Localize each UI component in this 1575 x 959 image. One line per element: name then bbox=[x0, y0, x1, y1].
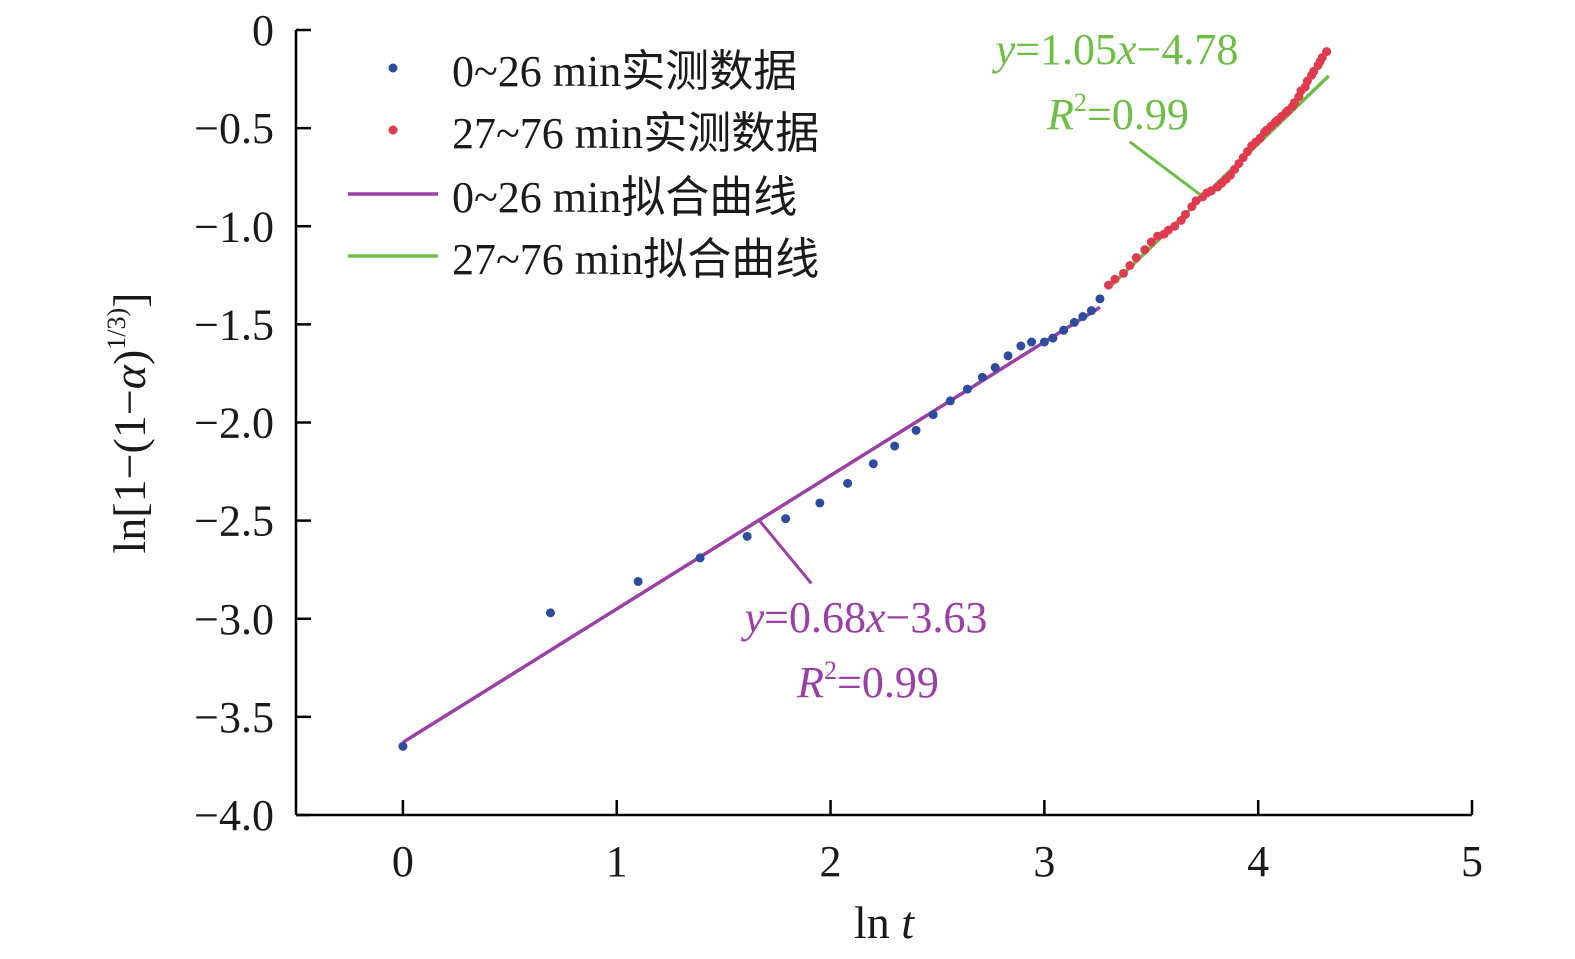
legend-marker bbox=[388, 125, 398, 135]
data-point-series-0 bbox=[1027, 337, 1037, 347]
y-axis-label-text: ln[1−(1− bbox=[104, 389, 155, 553]
y-tick-label: −3.5 bbox=[194, 693, 274, 742]
x-tick-label: 4 bbox=[1247, 837, 1269, 886]
y-axis-label-bracket: ] bbox=[104, 292, 155, 307]
fit-equation-x: x bbox=[1116, 25, 1137, 74]
data-point-series-0 bbox=[1003, 351, 1013, 361]
fit-r-var: R bbox=[1046, 90, 1074, 139]
fit-r-value: =0.99 bbox=[837, 658, 939, 707]
data-point-series-1 bbox=[1170, 221, 1180, 231]
data-point-series-1 bbox=[1110, 274, 1120, 284]
fit-equation-x: x bbox=[865, 593, 886, 642]
data-point-series-0 bbox=[1078, 312, 1088, 322]
y-tick-label: −4.0 bbox=[194, 791, 274, 840]
data-point-series-1 bbox=[1322, 47, 1332, 57]
fit-r-var: R bbox=[796, 658, 824, 707]
data-point-series-0 bbox=[1069, 317, 1079, 327]
y-tick-label: −2.5 bbox=[194, 497, 274, 546]
y-tick-label: 0 bbox=[252, 6, 274, 55]
data-point-series-0 bbox=[633, 576, 643, 586]
legend-label: 27~76 min拟合曲线 bbox=[452, 235, 819, 284]
data-point-series-1 bbox=[1118, 268, 1128, 278]
data-point-series-0 bbox=[890, 441, 900, 451]
x-axis-label: ln t bbox=[854, 897, 915, 948]
fit-equation-slope: =0.68 bbox=[764, 593, 866, 642]
data-point-series-0 bbox=[1039, 337, 1049, 347]
fit-r-squared: R2=0.99 bbox=[796, 656, 939, 707]
x-axis-label-var: t bbox=[901, 897, 915, 948]
leader-line bbox=[756, 517, 813, 585]
fit-r-exponent: 2 bbox=[824, 656, 837, 685]
data-point-series-0 bbox=[1048, 333, 1058, 343]
x-tick-label: 0 bbox=[392, 837, 414, 886]
legend-marker bbox=[388, 63, 398, 73]
fit-r-squared: R2=0.99 bbox=[1046, 88, 1189, 139]
y-tick-label: −3.0 bbox=[194, 595, 274, 644]
data-point-series-0 bbox=[945, 396, 955, 406]
leader-line bbox=[1128, 140, 1202, 197]
y-axis-label-alpha: α bbox=[104, 364, 155, 389]
data-point-series-1 bbox=[1125, 261, 1135, 270]
data-point-series-0 bbox=[1095, 294, 1105, 304]
fit-r-exponent: 2 bbox=[1074, 88, 1087, 117]
fit-equation-slope: =1.05 bbox=[1015, 25, 1117, 74]
data-point-series-0 bbox=[781, 514, 791, 524]
data-point-series-0 bbox=[928, 410, 938, 420]
y-tick-label: −0.5 bbox=[194, 104, 274, 153]
data-point-series-0 bbox=[742, 531, 752, 541]
x-tick-label: 3 bbox=[1033, 837, 1055, 886]
y-tick-label: −2.0 bbox=[194, 399, 274, 448]
x-tick-label: 2 bbox=[820, 837, 842, 886]
chart-marks bbox=[398, 47, 1332, 751]
data-point-series-0 bbox=[1086, 306, 1096, 316]
data-point-series-0 bbox=[911, 425, 921, 435]
data-point-series-0 bbox=[695, 553, 705, 563]
data-point-series-1 bbox=[1146, 237, 1156, 247]
fit-equation: y=0.68x−3.63 bbox=[741, 593, 988, 642]
axes: 0 1 2 3 4 5 0 −0.5 −1.0 −1.5 −2.0 −2.5 −3.0 −3.5 −4.0 l… bbox=[102, 6, 1483, 948]
legend-label: 0~26 min拟合曲线 bbox=[452, 173, 797, 222]
data-point-series-1 bbox=[1140, 245, 1150, 255]
fit-equation-y: y bbox=[741, 593, 765, 642]
y-tick-label: −1.5 bbox=[194, 300, 274, 349]
data-point-series-0 bbox=[545, 608, 555, 618]
data-point-series-1 bbox=[1104, 280, 1114, 290]
y-axis-label: ln[1−(1−α)1/3)] bbox=[102, 292, 155, 553]
data-point-series-0 bbox=[962, 384, 972, 394]
data-point-series-0 bbox=[977, 372, 987, 382]
legend-label: 0~26 min实测数据 bbox=[452, 47, 797, 96]
data-point-series-0 bbox=[1016, 341, 1026, 351]
data-point-series-0 bbox=[843, 478, 853, 488]
data-point-series-0 bbox=[815, 498, 825, 508]
data-point-series-1 bbox=[1180, 209, 1190, 219]
y-tick-label: −1.0 bbox=[194, 202, 274, 251]
legend: 0~26 min实测数据 27~76 min实测数据 0~26 min拟合曲线 27~… bbox=[348, 47, 819, 284]
data-point-series-0 bbox=[1059, 325, 1069, 335]
data-point-series-0 bbox=[990, 363, 1000, 373]
x-tick-label: 1 bbox=[606, 837, 628, 886]
data-point-series-0 bbox=[398, 741, 408, 751]
fit-r-value: =0.99 bbox=[1087, 90, 1189, 139]
x-tick-label: 5 bbox=[1461, 837, 1483, 886]
data-point-series-0 bbox=[868, 459, 878, 469]
fit-equation-y: y bbox=[992, 25, 1016, 74]
data-point-series-1 bbox=[1131, 253, 1141, 263]
fit-line-2 bbox=[401, 305, 1101, 744]
legend-label: 27~76 min实测数据 bbox=[452, 109, 819, 158]
fit-equation-intercept: −4.78 bbox=[1137, 25, 1239, 74]
fit-equation: y=1.05x−4.78 bbox=[992, 25, 1239, 74]
y-axis-label-paren: ) bbox=[104, 350, 155, 365]
y-axis-label-exponent: 1/3) bbox=[102, 308, 131, 350]
fit-equation-intercept: −3.63 bbox=[886, 593, 988, 642]
x-axis-label-text: ln bbox=[854, 897, 901, 948]
